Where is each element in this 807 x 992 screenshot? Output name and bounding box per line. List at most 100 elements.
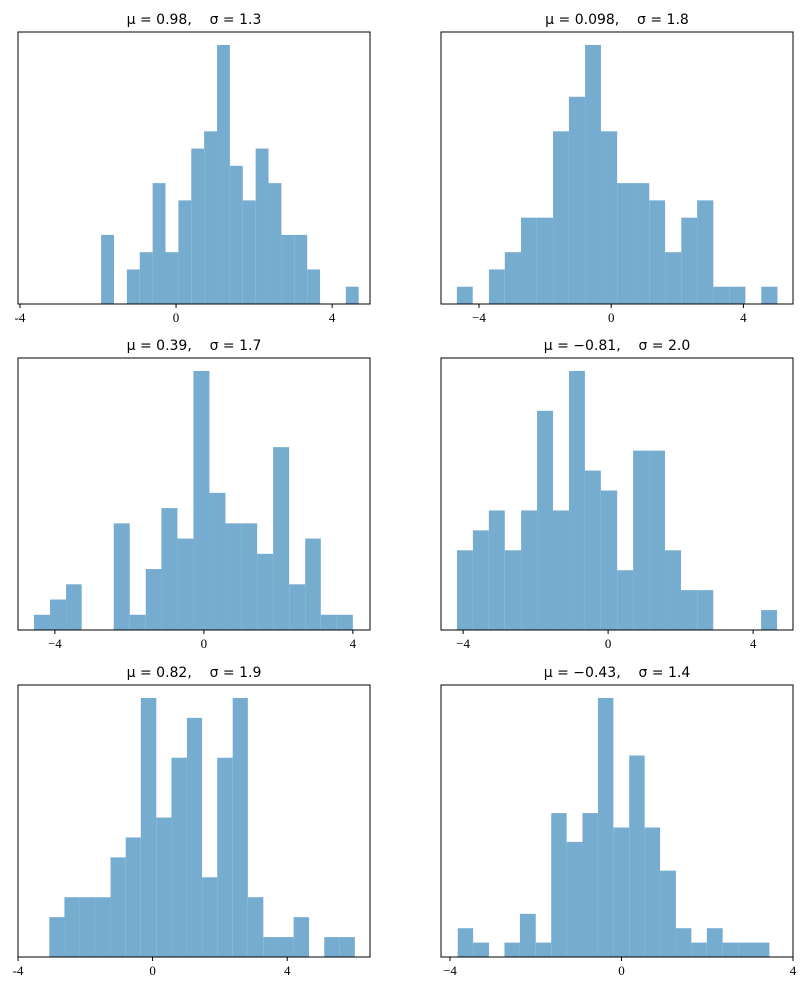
bar: [241, 523, 258, 630]
bar: [217, 757, 233, 957]
bar: [232, 697, 248, 957]
bar: [537, 410, 554, 630]
bar: [681, 217, 698, 304]
bar: [697, 590, 714, 630]
x-tick-label: 4: [750, 636, 757, 651]
bar: [49, 917, 65, 957]
bar: [713, 286, 730, 304]
bar: [675, 928, 692, 957]
x-tick-label: 0: [149, 963, 156, 978]
bar: [307, 269, 321, 304]
bar: [761, 286, 778, 304]
x-tick-label: -4: [13, 963, 24, 978]
subplot-title: μ = −0.43, σ = 1.4: [544, 665, 691, 681]
bar: [504, 252, 521, 304]
bar: [691, 942, 707, 957]
bar: [152, 183, 166, 304]
bar: [617, 183, 634, 304]
bar: [504, 942, 520, 957]
bar: [633, 450, 650, 630]
bar: [320, 614, 337, 630]
bar: [535, 942, 552, 957]
axes-frame: [17, 684, 371, 958]
bar: [706, 928, 723, 957]
x-tick-label: 0: [618, 963, 625, 978]
axes-frame: [440, 684, 794, 958]
bar: [488, 510, 505, 630]
bar: [520, 217, 537, 304]
bar: [568, 370, 585, 630]
bar: [457, 928, 474, 957]
bar: [473, 942, 490, 957]
subplot-title: μ = 0.098, σ = 1.8: [545, 12, 689, 28]
bar: [34, 614, 51, 630]
bar: [255, 148, 269, 304]
bar: [193, 370, 210, 630]
bar: [582, 813, 598, 957]
x-tick-label: −4: [456, 636, 470, 651]
bar: [186, 717, 203, 957]
bar: [613, 827, 630, 957]
bar: [225, 523, 242, 630]
bar: [229, 165, 243, 304]
bar: [629, 755, 645, 957]
bar: [488, 269, 505, 304]
x-tick-label: 0: [201, 636, 208, 651]
x-tick-label: 4: [740, 310, 747, 325]
subplot-title: μ = 0.39, σ = 1.7: [127, 338, 262, 354]
bar: [242, 200, 256, 304]
bar: [202, 877, 218, 957]
bar: [178, 200, 192, 304]
x-tick-label: 0: [608, 310, 615, 325]
bar: [649, 450, 666, 630]
bar: [129, 614, 146, 630]
bar: [247, 897, 264, 957]
bar: [126, 269, 140, 304]
bar: [553, 510, 569, 630]
bar: [722, 942, 739, 957]
bar: [278, 937, 294, 957]
bar: [566, 841, 583, 957]
bar: [600, 490, 618, 630]
bar: [649, 200, 666, 304]
bar: [204, 131, 218, 304]
bar: [79, 897, 96, 957]
bar: [753, 942, 770, 957]
bar: [294, 234, 308, 304]
bar: [281, 234, 295, 304]
bar: [617, 570, 634, 630]
bar: [273, 447, 290, 630]
bar: [95, 897, 111, 957]
x-tick-label: 4: [284, 963, 291, 978]
bar: [472, 530, 489, 630]
bar: [305, 538, 321, 630]
x-tick-label: −4: [472, 310, 486, 325]
bar: [585, 44, 601, 304]
bar: [761, 610, 778, 630]
bar: [125, 837, 141, 957]
bar: [156, 817, 172, 957]
bar: [217, 44, 230, 304]
bar: [597, 697, 614, 957]
bar: [665, 252, 682, 304]
bar: [145, 569, 162, 630]
bar: [551, 813, 567, 957]
bar: [521, 510, 538, 630]
bar: [324, 937, 340, 957]
bar: [729, 286, 746, 304]
bar: [600, 131, 618, 304]
bar: [289, 584, 306, 630]
bar: [171, 757, 187, 957]
bar: [101, 234, 114, 304]
bar: [519, 913, 536, 957]
x-tick-label: 4: [790, 963, 797, 978]
bar: [738, 942, 754, 957]
bar: [536, 217, 554, 304]
bar: [165, 252, 179, 304]
x-tick-label: 0: [173, 310, 180, 325]
bar: [680, 590, 698, 630]
bar: [293, 917, 310, 957]
bar: [268, 183, 282, 304]
axes-frame: [440, 31, 794, 305]
